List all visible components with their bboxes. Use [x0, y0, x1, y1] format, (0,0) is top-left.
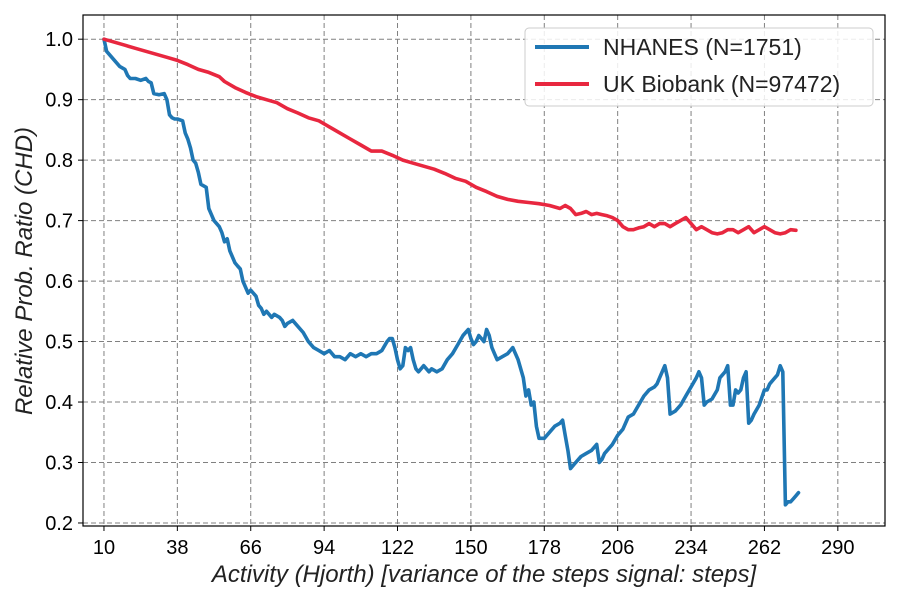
y-tick-label: 0.4 [45, 392, 73, 414]
x-tick-label: 178 [528, 537, 561, 559]
x-tick-label: 94 [313, 537, 335, 559]
x-axis-label: Activity (Hjorth) [variance of the steps… [210, 561, 758, 588]
y-tick-label: 0.3 [45, 453, 73, 475]
legend-label-ukbiobank: UK Biobank (N=97472) [603, 71, 840, 97]
legend-label-nhanes: NHANES (N=1751) [603, 34, 802, 60]
legend-box [524, 27, 874, 107]
x-tick-label: 206 [601, 537, 634, 559]
legend: NHANES (N=1751) UK Biobank (N=97472) [524, 27, 874, 107]
x-tick-label: 150 [454, 537, 487, 559]
y-axis-ticks: 0.2 0.3 0.4 0.5 0.6 0.7 0.8 0.9 1.0 [45, 29, 83, 535]
x-tick-label: 262 [748, 537, 781, 559]
y-axis-label: Relative Prob. Ratio (CHD) [11, 127, 38, 415]
series-line-nhanes [102, 37, 801, 507]
x-tick-label: 234 [674, 537, 707, 559]
y-tick-label: 0.8 [45, 150, 73, 172]
y-tick-label: 0.2 [45, 513, 73, 535]
series-layer [102, 37, 801, 507]
x-tick-label: 38 [166, 537, 188, 559]
x-tick-label: 290 [821, 537, 854, 559]
x-axis-ticks: 10 38 66 94 122 150 178 206 234 262 290 [93, 526, 855, 559]
y-tick-label: 0.9 [45, 90, 73, 112]
x-tick-label: 10 [93, 537, 115, 559]
plot-frame [82, 14, 886, 527]
y-tick-label: 0.7 [45, 211, 73, 233]
y-tick-label: 0.5 [45, 332, 73, 354]
y-tick-label: 1.0 [45, 29, 73, 51]
x-tick-label: 66 [240, 537, 262, 559]
y-tick-label: 0.6 [45, 271, 73, 293]
series-line-ukbiobank [102, 37, 798, 236]
x-tick-label: 122 [381, 537, 414, 559]
